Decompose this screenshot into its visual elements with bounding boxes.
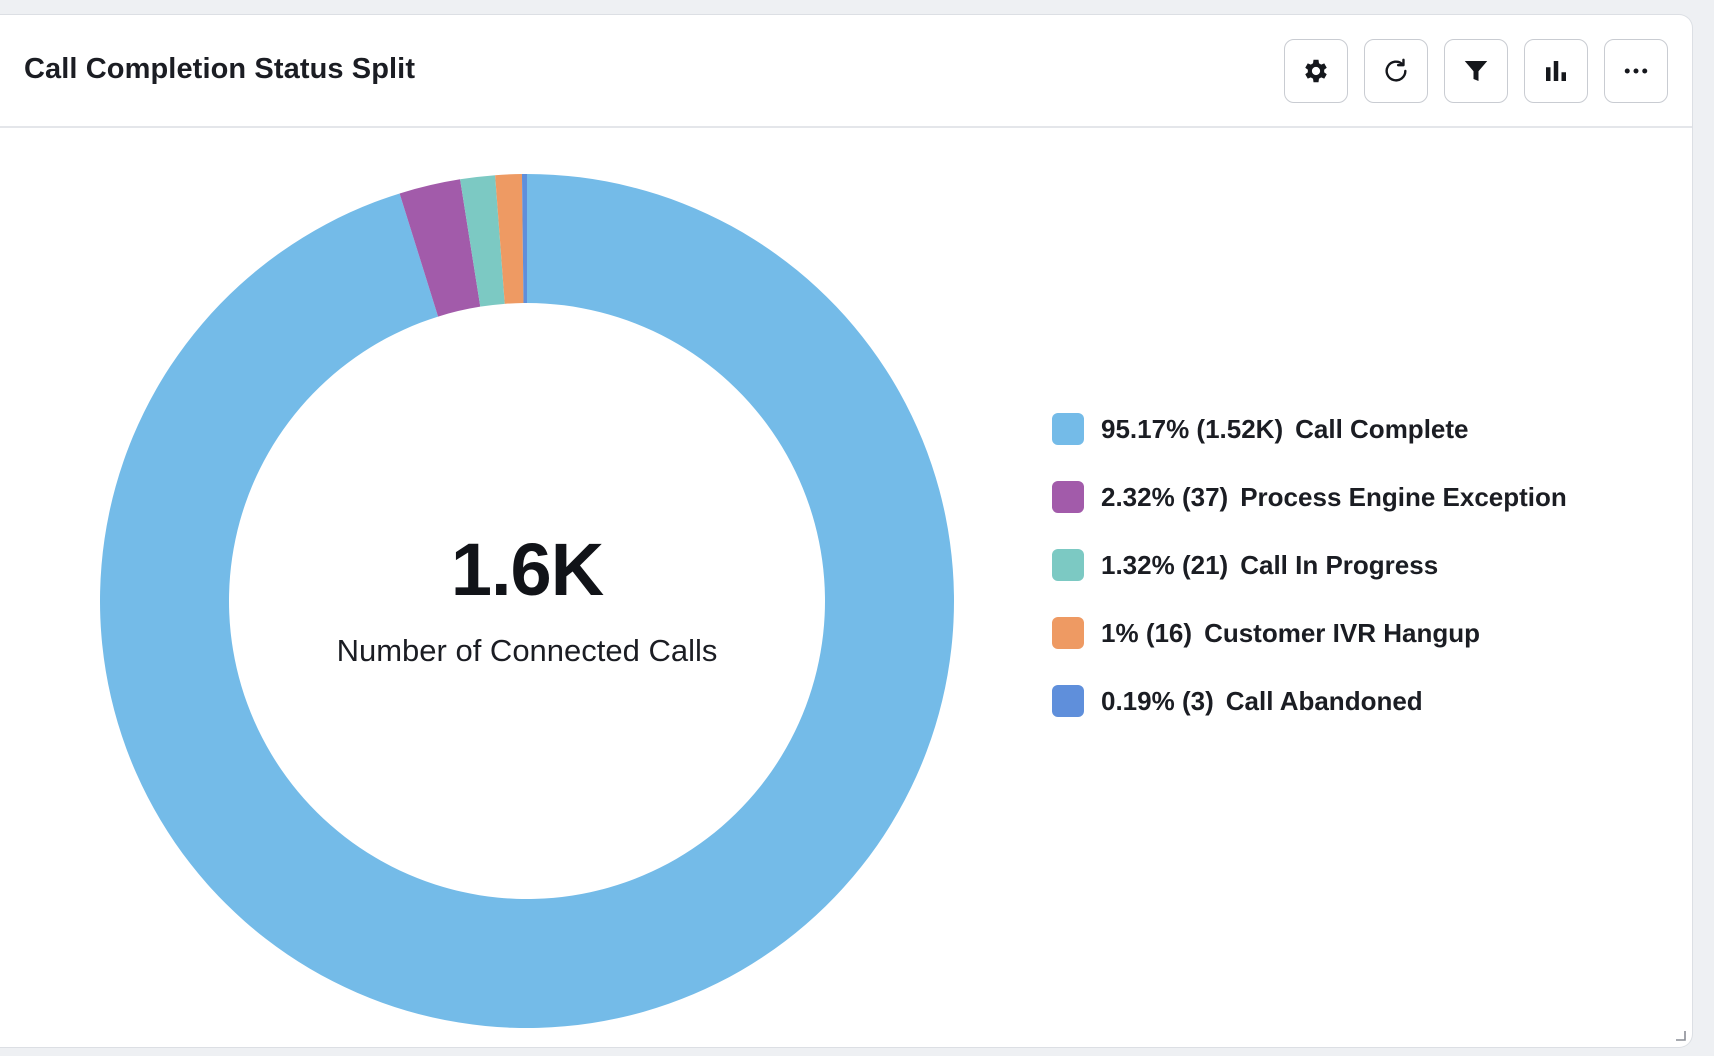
more-options-button[interactable]: [1604, 39, 1668, 103]
gear-icon: [1305, 59, 1327, 83]
chart-area: 1.6K Number of Connected Calls 95.17% (1…: [0, 128, 1692, 1047]
donut-slice-call-in-progress[interactable]: [460, 175, 505, 307]
legend-percent: 95.17% (1.52K): [1101, 413, 1284, 444]
legend-swatch: [1052, 549, 1084, 581]
resize-handle-icon[interactable]: [1674, 1029, 1686, 1041]
widget-toolbar: [1284, 39, 1668, 103]
legend-percent: 1% (16): [1101, 617, 1193, 648]
legend-label: Process Engine Exception: [1240, 481, 1567, 512]
legend-percent: 2.32% (37): [1101, 481, 1229, 512]
donut-slice-customer-ivr-hangup[interactable]: [495, 174, 524, 304]
legend-label: Call Complete: [1295, 413, 1469, 444]
legend-label: Customer IVR Hangup: [1204, 617, 1480, 648]
donut-slice-call-abandoned[interactable]: [521, 174, 527, 304]
filter-button[interactable]: [1444, 39, 1508, 103]
legend-percent: 1.32% (21): [1101, 549, 1229, 580]
filter-icon: [1464, 61, 1488, 81]
chart-type-button[interactable]: [1524, 39, 1588, 103]
legend-swatch: [1052, 481, 1084, 513]
donut-slice-call-complete[interactable]: [100, 174, 955, 1028]
legend-label: Call In Progress: [1240, 549, 1439, 580]
legend-item[interactable]: 95.17% (1.52K) Call Complete: [1052, 412, 1567, 446]
legend-swatch: [1052, 685, 1084, 717]
legend-item[interactable]: 0.19% (3) Call Abandoned: [1052, 684, 1567, 718]
refresh-button[interactable]: [1364, 39, 1428, 103]
legend-label: Call Abandoned: [1225, 685, 1423, 716]
legend-percent: 0.19% (3): [1101, 685, 1214, 716]
legend-swatch: [1052, 413, 1084, 445]
donut-center-label: Number of Connected Calls: [336, 633, 718, 668]
donut-chart: [100, 174, 955, 1028]
legend-item[interactable]: 1.32% (21) Call In Progress: [1052, 548, 1567, 582]
bar-chart-icon: [1546, 61, 1566, 81]
legend-swatch: [1052, 617, 1084, 649]
chart-legend: 95.17% (1.52K) Call Complete 2.32% (37) …: [1052, 412, 1567, 752]
legend-item[interactable]: 2.32% (37) Process Engine Exception: [1052, 480, 1567, 514]
widget-header: Call Completion Status Split: [0, 15, 1692, 128]
chart-widget: Call Completion Status Split: [0, 14, 1693, 1048]
donut-center-value: 1.6K: [450, 528, 604, 611]
more-horizontal-icon: [1624, 68, 1648, 74]
widget-title: Call Completion Status Split: [24, 53, 416, 85]
legend-item[interactable]: 1% (16) Customer IVR Hangup: [1052, 616, 1567, 650]
refresh-icon: [1385, 58, 1407, 82]
settings-button[interactable]: [1284, 39, 1348, 103]
donut-slice-process-engine-exception[interactable]: [399, 179, 481, 317]
